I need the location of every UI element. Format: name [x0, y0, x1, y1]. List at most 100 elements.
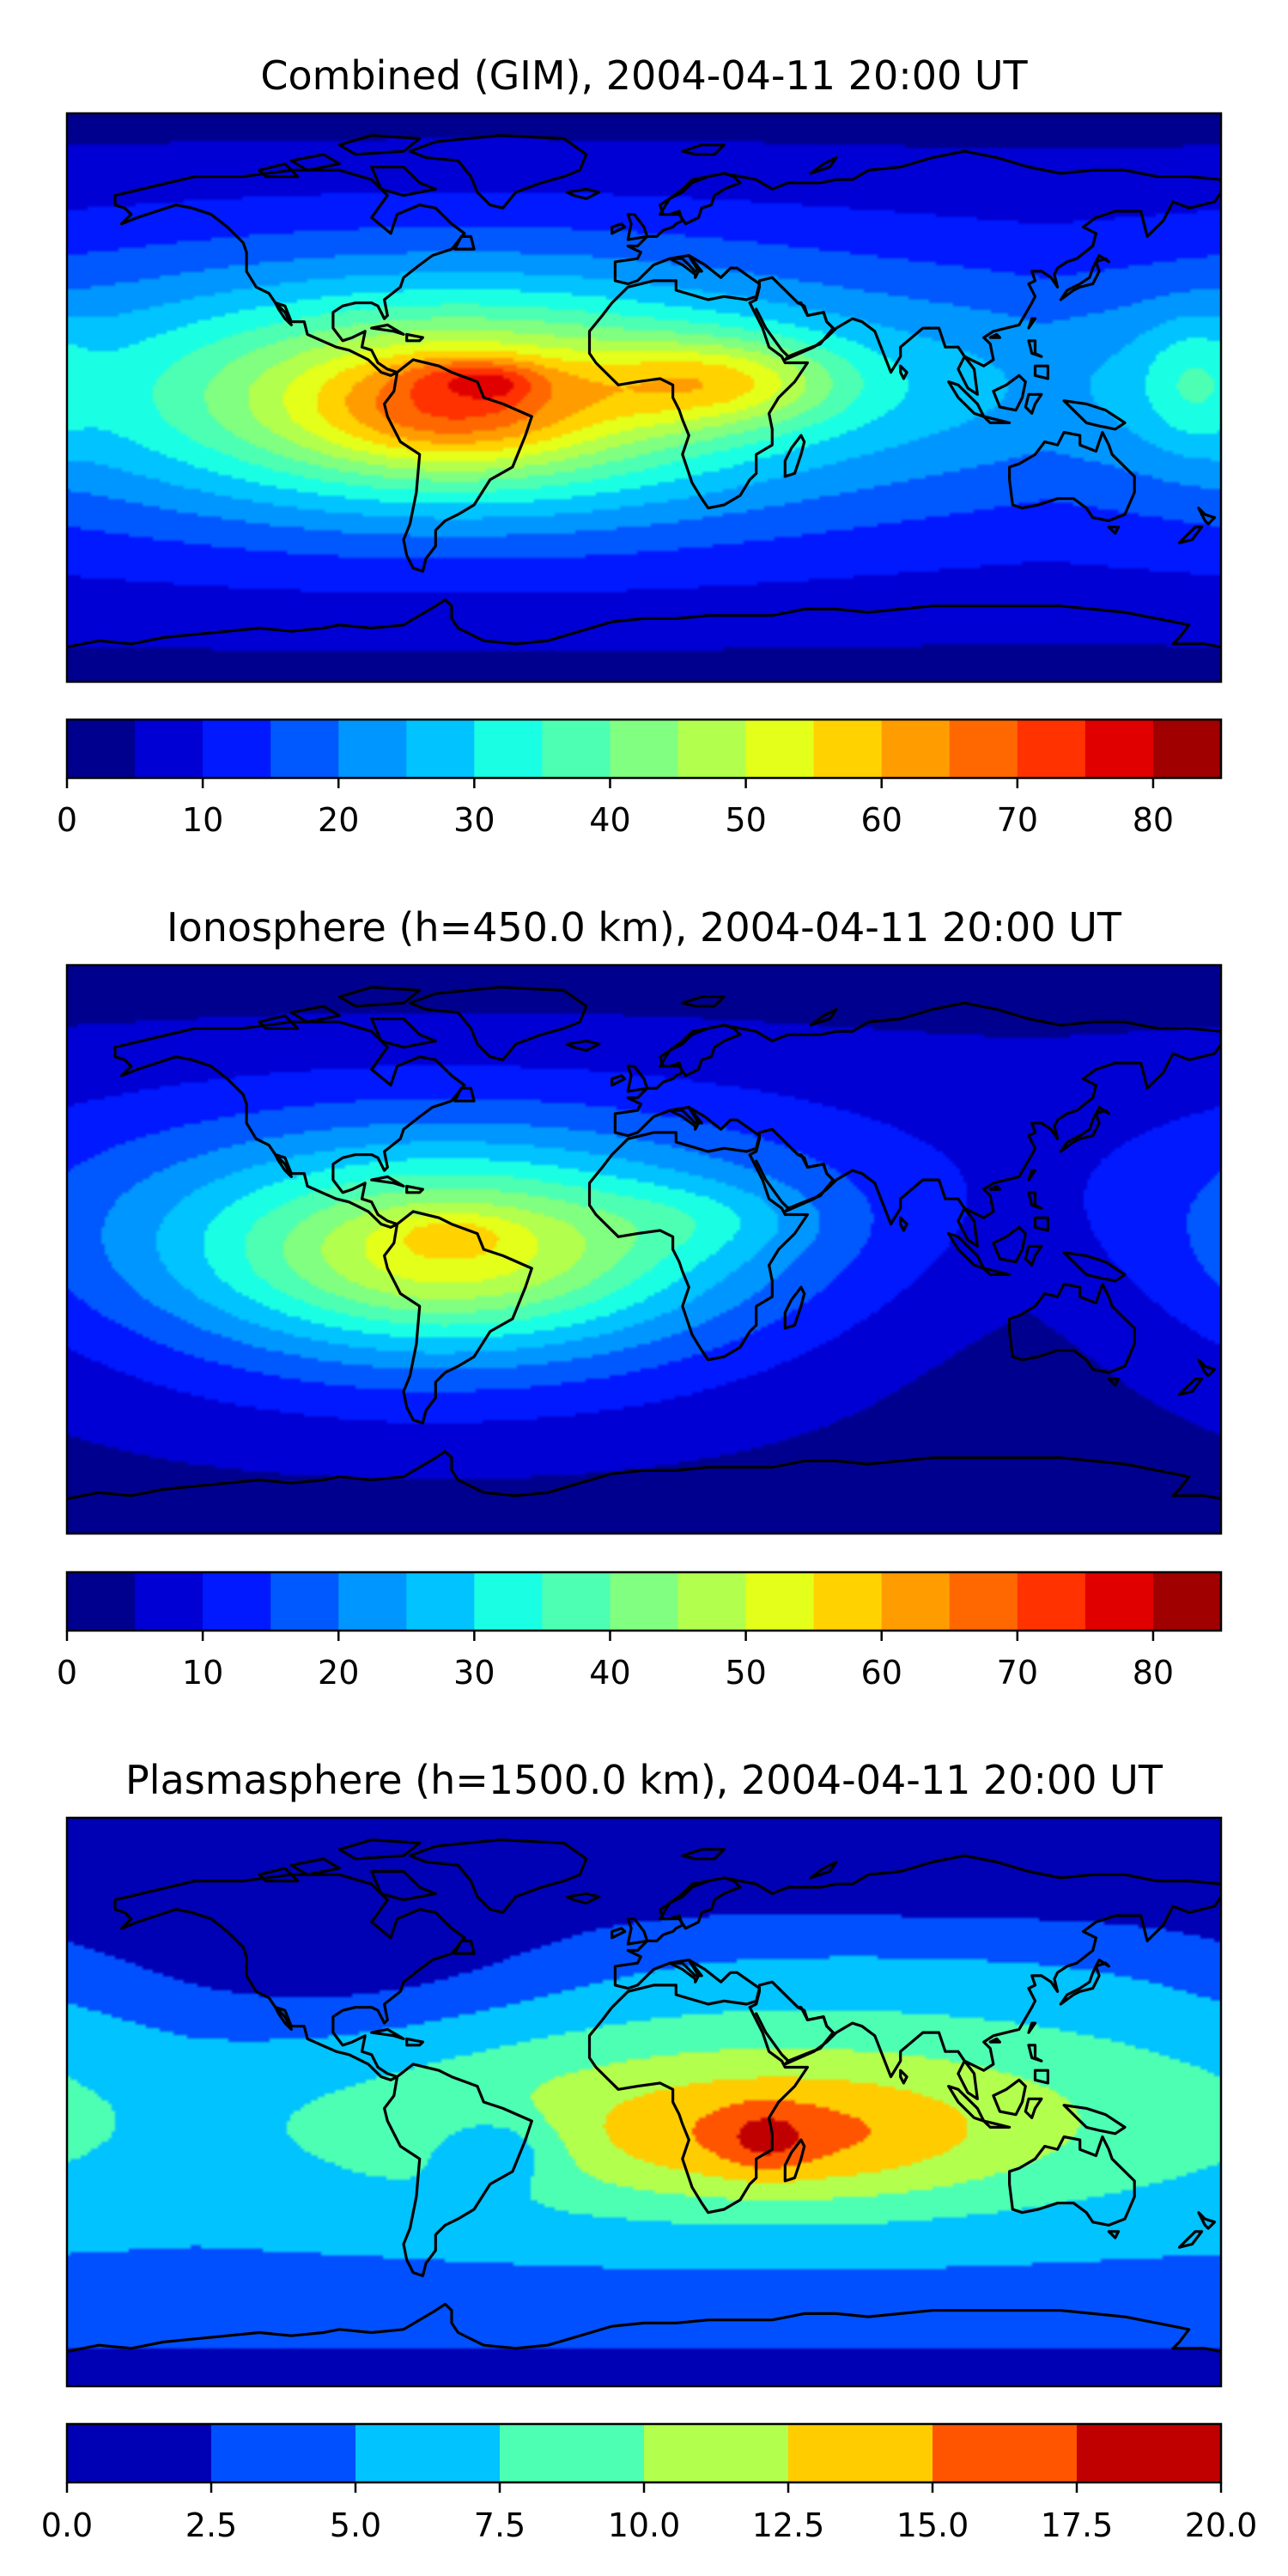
- coastline: [405, 1184, 424, 1194]
- coastline: [565, 1039, 601, 1052]
- coastline: [1027, 317, 1037, 330]
- colorbar-tick-label: 70: [997, 1654, 1038, 1692]
- colorbar-bin: [813, 1572, 883, 1631]
- coastline: [755, 1153, 835, 1210]
- coastline: [1033, 2069, 1049, 2085]
- coastline: [289, 1857, 341, 1876]
- colorbar-tick-label: 7.5: [474, 2506, 526, 2544]
- colorbar-bin: [1084, 1572, 1154, 1631]
- coastline: [899, 364, 908, 380]
- colorbar-bin: [135, 720, 204, 778]
- coastline: [611, 1074, 627, 1087]
- coastline: [1062, 2104, 1127, 2136]
- coastline: [1197, 507, 1217, 526]
- coastline: [1033, 364, 1049, 380]
- coastline: [67, 2302, 1221, 2354]
- colorbar-tick-label: 80: [1133, 801, 1174, 839]
- colorbar-tick-label: 0: [57, 801, 77, 839]
- colorbar-bin: [406, 1572, 475, 1631]
- colorbar-bin: [211, 2424, 356, 2482]
- colorbar-tick-label: 0.0: [41, 2506, 93, 2544]
- coastline: [988, 1184, 1001, 1191]
- coastline: [274, 301, 293, 326]
- coastline: [258, 162, 300, 179]
- coastline: [1177, 2230, 1204, 2249]
- colorbar-tick-label: 15.0: [896, 2506, 969, 2544]
- coastline: [1059, 253, 1110, 301]
- coastline: [67, 1449, 1221, 1501]
- coastline-overlay: [67, 1838, 1221, 2354]
- colorbar-tick-label: 0: [57, 1654, 77, 1692]
- coastline: [783, 2138, 806, 2183]
- coastline: [1008, 1282, 1136, 1374]
- coastline: [1008, 430, 1136, 522]
- colorbar-bin: [677, 1572, 747, 1631]
- coastline: [370, 165, 437, 197]
- coastline: [1107, 1377, 1121, 1387]
- coastline: [659, 1024, 742, 1078]
- coastline: [370, 1175, 405, 1188]
- coastline: [1197, 1358, 1217, 1377]
- coastline: [783, 434, 806, 478]
- colorbar-tick-label: 50: [725, 801, 766, 839]
- colorbar-bin: [881, 1572, 951, 1631]
- coastline: [992, 2078, 1027, 2117]
- colorbar-bin: [355, 2424, 501, 2482]
- coastline: [274, 2006, 293, 2031]
- coastline: [1197, 2211, 1217, 2230]
- colorbar-bin: [949, 720, 1018, 778]
- colorbar-bin: [135, 1572, 204, 1631]
- colorbar-bin: [745, 1572, 815, 1631]
- contour-field: [67, 965, 1221, 1534]
- coastline: [258, 1014, 300, 1030]
- colorbar-bin: [1152, 1572, 1222, 1631]
- coastline: [383, 1210, 533, 1425]
- coastline: [1177, 1377, 1204, 1396]
- colorbar-ionosphere: 0 10 20 30 40 50 60 70 80: [57, 1571, 1223, 1692]
- colorbar-bin: [338, 1572, 407, 1631]
- tec-map-ionosphere: [67, 965, 1221, 1534]
- coastline: [1027, 2021, 1037, 2034]
- colorbar-tick-label: 60: [861, 1654, 902, 1692]
- coastline: [587, 1001, 1221, 1362]
- coastline: [1177, 526, 1204, 544]
- coastline: [274, 1153, 293, 1178]
- colorbar-bin: [788, 2424, 933, 2482]
- colorbar-bin: [644, 2424, 789, 2482]
- coastline: [258, 1867, 300, 1883]
- coastline: [988, 332, 1001, 339]
- colorbar-bin: [406, 720, 475, 778]
- coastline: [681, 995, 726, 1008]
- colorbar-bin: [67, 720, 136, 778]
- coastline: [453, 1086, 476, 1103]
- colorbar-bin: [610, 720, 679, 778]
- coastline: [1024, 2097, 1043, 2119]
- tec-map-plasmasphere: [67, 1818, 1221, 2386]
- coastline-overlay: [67, 986, 1221, 1501]
- coastline: [67, 598, 1221, 649]
- colorbar-tick-label: 10.0: [608, 2506, 681, 2544]
- colorbar-tick-label: 50: [725, 1654, 766, 1692]
- colorbar-bin: [949, 1572, 1018, 1631]
- tec-map-combined: [67, 113, 1221, 682]
- contour-field: [67, 1818, 1221, 2386]
- coastline: [1062, 399, 1127, 431]
- colorbar-bin: [881, 720, 951, 778]
- coastline: [899, 2069, 908, 2085]
- colorbar-bin: [67, 2424, 212, 2482]
- coastline: [611, 222, 627, 235]
- colorbar-tick-label: 40: [589, 801, 630, 839]
- colorbar-bin: [1017, 720, 1086, 778]
- colorbar-tick-label: 20: [318, 801, 359, 839]
- coastline: [453, 1939, 476, 1955]
- colorbar-tick-label: 10: [182, 801, 223, 839]
- coastline: [408, 986, 588, 1061]
- colorbar-bin: [500, 2424, 645, 2482]
- colorbar-frame: [65, 718, 1223, 780]
- colorbar-bin: [1084, 720, 1154, 778]
- coastline-overlay: [67, 134, 1221, 649]
- colorbar-tick-label: 20: [318, 1654, 359, 1692]
- colorbar-bin: [542, 1572, 611, 1631]
- coastline: [1107, 526, 1121, 535]
